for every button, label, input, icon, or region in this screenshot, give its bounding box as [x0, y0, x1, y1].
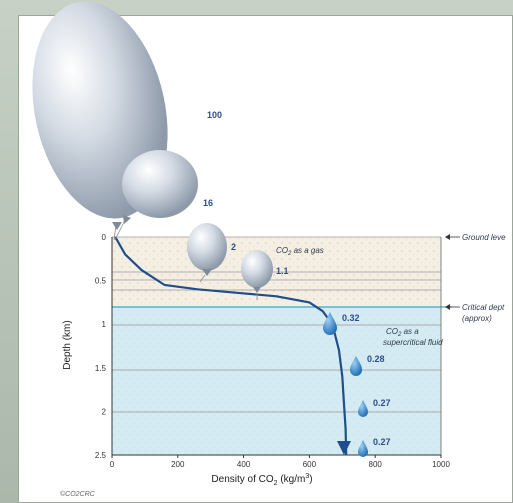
critical-depth-label: Critical dept [462, 303, 505, 312]
balloon-label-1.1: 1.1 [276, 266, 289, 276]
critical-arrowhead [445, 304, 450, 310]
x-tick-label: 0 [110, 460, 115, 469]
x-tick-label: 200 [171, 460, 185, 469]
ground-level-label: Ground leve [462, 233, 506, 242]
balloon-2 [187, 223, 227, 283]
y-tick-label: 1.5 [95, 364, 107, 373]
balloon-16 [114, 150, 198, 241]
droplet-label-4: 0.27 [373, 437, 391, 447]
x-tick-label: 800 [369, 460, 383, 469]
y-tick-label: 0 [102, 233, 107, 242]
y-tick-label: 2.5 [95, 451, 107, 460]
supercritical-annotation-line2: supercritical fluid [383, 338, 443, 347]
x-axis-title: Density of CO2 (kg/m3) [211, 473, 312, 487]
supercritical-annotation-line1: CO2 as a [386, 327, 419, 338]
supercritical-zone-texture [112, 307, 441, 455]
critical-approx-label: (approx) [462, 314, 492, 323]
droplet-label-2: 0.28 [367, 354, 385, 364]
balloon-label-100: 100 [207, 110, 222, 120]
y-tick-label: 0.5 [95, 277, 107, 286]
x-tick-label: 600 [303, 460, 317, 469]
droplet-3 [358, 400, 368, 417]
x-tick-label: 1000 [432, 460, 450, 469]
x-ticks: 0 200 400 600 800 1000 [110, 455, 450, 469]
copyright-note: ©CO2CRC [60, 490, 96, 498]
balloon-label-2: 2 [231, 242, 236, 252]
droplet-label-1: 0.32 [342, 313, 360, 323]
droplet-label-3: 0.27 [373, 398, 391, 408]
droplet-4 [358, 440, 368, 457]
y-ticks: 0 0.5 1 1.5 2 2.5 [95, 233, 107, 460]
balloon-1.1 [241, 250, 273, 300]
density-curve [114, 236, 348, 456]
balloon-label-16: 16 [203, 198, 213, 208]
strata-lines [112, 236, 441, 413]
y-tick-label: 2 [102, 407, 107, 416]
droplet-1 [323, 312, 337, 335]
y-tick-label: 1 [102, 320, 107, 329]
gas-annotation: CO2 as a gas [276, 246, 324, 257]
curve-arrowhead [337, 441, 351, 455]
y-axis-title: Depth (km) [62, 320, 73, 369]
ground-arrowhead [445, 234, 450, 240]
x-tick-label: 400 [237, 460, 251, 469]
droplet-2 [350, 356, 362, 376]
